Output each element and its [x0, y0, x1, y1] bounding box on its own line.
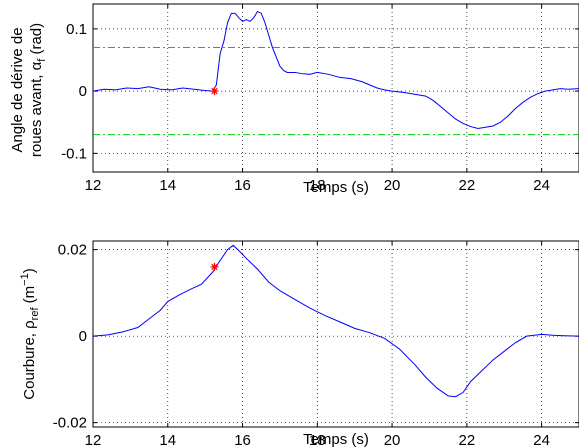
bottom-y-tick-label: 0.02: [58, 242, 87, 259]
bottom-grid: [92, 241, 579, 427]
top-x-tick-label: 20: [384, 177, 401, 194]
bottom-ylabel-sup: −1: [19, 273, 31, 286]
bottom-y-axis-label-text: Courbure, ρref (m−1): [19, 268, 41, 399]
top-x-tick-label: 18: [309, 177, 326, 194]
top-x-tick-label: 22: [459, 177, 476, 194]
bottom-ylabel-main: Courbure, ρ: [21, 320, 38, 399]
bottom-y-tick-labels: -0.02 0 0.02: [53, 242, 87, 432]
bottom-plot-frame: [92, 240, 579, 428]
bottom-x-axis-label: Temps (s): [303, 431, 369, 448]
top-thresholds: [93, 47, 579, 136]
bottom-ylabel-tail-close: ): [21, 268, 38, 273]
bottom-ticks: [92, 241, 579, 427]
top-y-tick-label: 0.1: [66, 21, 87, 38]
bottom-x-tick-label: 12: [85, 432, 102, 448]
bottom-x-tick-label: 18: [309, 432, 326, 448]
bottom-chart: 12 14 16 18 20 22 24 -0.02 0 0.02 Temps (s) Cour…: [19, 240, 579, 448]
top-y-tick-label: -0.1: [61, 145, 87, 162]
top-y-axis-label: Angle de dérive de roues avant, αf (rad): [9, 23, 48, 157]
bottom-event-marker: [210, 262, 219, 271]
bottom-x-tick-label: 20: [384, 432, 401, 448]
top-ylabel-sub: f: [36, 58, 48, 62]
top-ylabel-tail: (rad): [28, 23, 45, 59]
top-y-axis-label-line1: Angle de dérive de: [9, 27, 26, 152]
bottom-y-tick-label: 0: [79, 328, 87, 345]
top-y-axis-label-line2: roues avant, αf (rad): [28, 23, 48, 157]
bottom-marker-stroke: [211, 263, 218, 271]
top-x-tick-label: 14: [159, 177, 176, 194]
bottom-x-tick-label: 22: [459, 432, 476, 448]
bottom-series-line: [92, 244, 579, 398]
bottom-ylabel-sub: ref: [29, 307, 41, 321]
top-x-axis-label: Temps (s): [303, 179, 369, 196]
top-x-tick-label: 24: [533, 177, 550, 194]
top-y-tick-label: 0: [79, 83, 87, 100]
bottom-x-tick-label: 16: [234, 432, 251, 448]
top-grid: [92, 4, 579, 172]
bottom-y-axis-label: Courbure, ρref (m−1): [19, 268, 41, 399]
bottom-y-tick-label: -0.02: [53, 415, 87, 432]
top-x-tick-labels: 12 14 16 18 20 22 24: [85, 177, 550, 194]
bottom-ylabel-tail-open: (m: [21, 286, 38, 308]
bottom-x-tick-labels: 12 14 16 18 20 22 24: [85, 432, 550, 448]
top-ticks: [92, 4, 579, 172]
bottom-x-tick-label: 24: [533, 432, 550, 448]
top-ylabel-main: roues avant, α: [28, 61, 45, 157]
top-x-tick-label: 12: [85, 177, 102, 194]
top-y-tick-labels: -0.1 0 0.1: [61, 21, 87, 162]
top-marker-stroke: [211, 87, 218, 95]
top-event-marker: [210, 87, 219, 96]
bottom-x-tick-label: 14: [159, 432, 176, 448]
top-chart: 12 14 16 18 20 22 24 -0.1 0 0.1 Temps (s) Angle …: [9, 3, 579, 196]
top-x-tick-label: 16: [234, 177, 251, 194]
